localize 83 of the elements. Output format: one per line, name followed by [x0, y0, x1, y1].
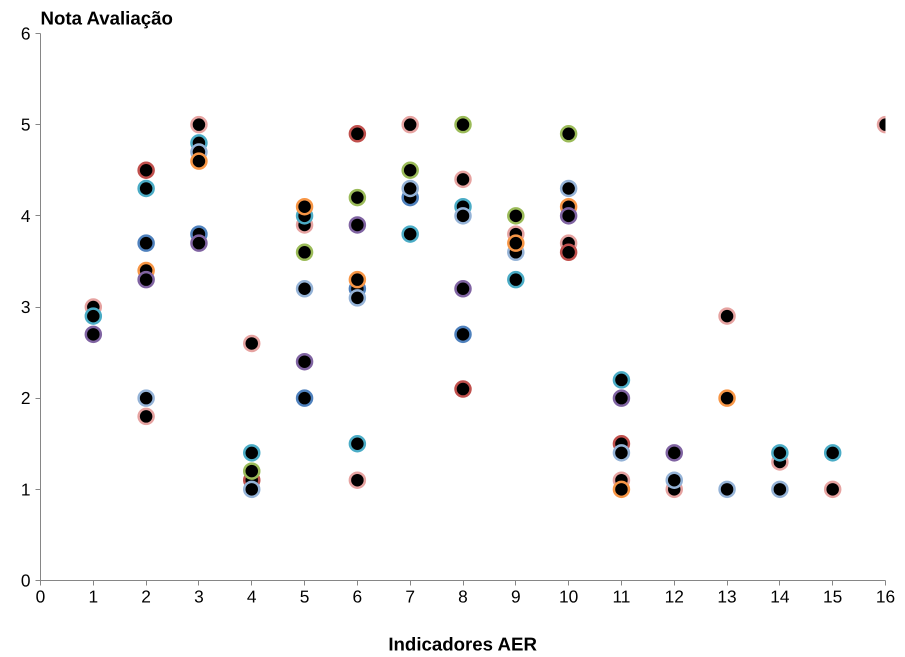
point: [190, 152, 208, 170]
point: [348, 270, 366, 288]
point: [560, 180, 578, 198]
point: [454, 207, 472, 225]
point: [718, 389, 736, 407]
y-tick-label: 6: [20, 24, 31, 44]
point: [137, 270, 155, 288]
x-tick-label: 7: [405, 586, 416, 606]
point: [137, 180, 155, 198]
x-tick-label: 13: [717, 586, 737, 606]
point: [348, 435, 366, 452]
point: [296, 352, 314, 370]
y-tick-label: 1: [20, 479, 31, 500]
x-tick-label: 14: [770, 586, 790, 606]
x-tick-label: 9: [510, 586, 521, 606]
point: [296, 244, 314, 262]
x-tick-label: 15: [823, 586, 842, 606]
point: [243, 334, 260, 352]
point: [507, 234, 525, 252]
point: [137, 408, 155, 426]
point: [296, 389, 314, 407]
point: [560, 207, 578, 225]
point: [718, 480, 736, 498]
point: [137, 162, 155, 179]
x-tick-label: 2: [141, 586, 151, 606]
point: [666, 471, 683, 489]
point: [454, 380, 472, 398]
x-tick-label: 4: [246, 586, 257, 606]
y-tick-label: 0: [20, 570, 31, 590]
x-tick-label: 1: [88, 586, 98, 606]
point: [612, 480, 630, 498]
point: [401, 162, 419, 179]
point: [243, 444, 260, 462]
point: [401, 225, 419, 243]
x-tick-label: 12: [664, 586, 684, 606]
point: [824, 480, 842, 498]
point: [718, 307, 736, 325]
point: [243, 480, 260, 498]
point: [348, 125, 366, 143]
y-tick-label: 5: [20, 114, 31, 135]
x-tick-label: 6: [352, 586, 362, 606]
point: [454, 326, 472, 344]
point: [296, 198, 314, 216]
point: [612, 389, 630, 407]
point: [612, 444, 630, 462]
point: [560, 244, 578, 262]
point: [348, 188, 366, 206]
point: [348, 471, 366, 489]
x-tick-label: 11: [612, 586, 630, 606]
x-axis-title: Indicadores AER: [388, 634, 538, 654]
point: [401, 116, 419, 134]
point: [612, 371, 630, 389]
point: [190, 116, 208, 134]
y-tick-label: 3: [20, 297, 31, 317]
x-tick-label: 8: [458, 586, 468, 606]
point: [454, 280, 472, 298]
point: [771, 444, 789, 462]
point: [560, 125, 578, 143]
y-axis-title: Nota Avaliação: [40, 8, 173, 28]
point: [824, 444, 842, 462]
x-tick-label: 16: [876, 586, 896, 606]
point: [84, 326, 102, 344]
point: [454, 170, 472, 188]
point: [137, 234, 155, 252]
point: [243, 462, 260, 480]
point: [137, 389, 155, 407]
x-tick-label: 10: [558, 586, 578, 606]
point: [507, 270, 525, 288]
x-tick-label: 3: [194, 586, 204, 606]
point: [348, 289, 366, 307]
point: [771, 480, 789, 498]
point: [348, 216, 366, 234]
point: [190, 234, 208, 252]
point: [454, 116, 472, 134]
point: [296, 280, 314, 298]
x-tick-label: 5: [300, 586, 310, 606]
point: [401, 180, 419, 198]
x-tick-label: 0: [36, 586, 46, 606]
y-tick-label: 2: [20, 388, 31, 408]
y-tick-label: 4: [20, 206, 31, 226]
point: [507, 207, 525, 225]
point: [666, 444, 683, 462]
point: [84, 307, 102, 325]
